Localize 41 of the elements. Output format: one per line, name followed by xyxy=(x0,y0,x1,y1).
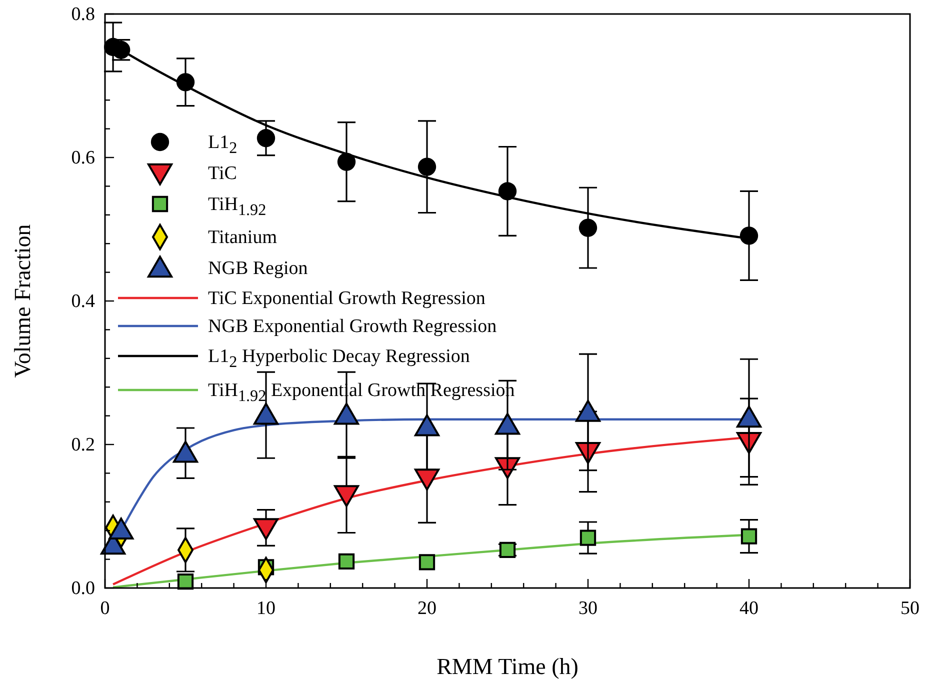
point xyxy=(580,530,596,546)
y-tick-label: 0.0 xyxy=(71,578,95,599)
x-tick-label: 50 xyxy=(900,598,920,619)
x-tick-label: 20 xyxy=(418,598,436,619)
legend-label: Titanium xyxy=(208,227,278,248)
y-tick-label: 0.4 xyxy=(71,291,96,312)
point xyxy=(337,152,356,171)
point xyxy=(177,573,194,590)
point xyxy=(172,440,198,463)
legend-label: TiC Exponential Growth Regression xyxy=(208,288,486,309)
point xyxy=(494,412,520,435)
legend-label: TiH$_{1.92}$ xyxy=(208,194,266,219)
x-tick-label: 10 xyxy=(256,598,276,619)
point xyxy=(498,182,517,200)
point xyxy=(578,218,598,237)
y-tick-label: 0.8 xyxy=(71,4,95,25)
point xyxy=(253,402,279,425)
legend-label: L1$_{2}$ Hyperbolic Decay Regression xyxy=(208,346,470,371)
point xyxy=(736,406,762,428)
point xyxy=(108,518,134,540)
legend-label: L1$_{2}$ xyxy=(208,132,238,157)
y-tick-label: 0.6 xyxy=(71,148,95,168)
point xyxy=(418,158,436,176)
x-tick-label: 30 xyxy=(578,598,598,619)
x-tick-label: 40 xyxy=(740,598,758,619)
point xyxy=(740,528,758,544)
y-axis-title: Volume Fraction xyxy=(10,224,35,378)
legend-label: NGB Region xyxy=(208,258,308,279)
x-axis-title: RMM Time (h) xyxy=(436,654,578,679)
point xyxy=(176,73,195,92)
point xyxy=(575,400,601,422)
y-tick-label: 0.2 xyxy=(71,434,95,456)
point xyxy=(338,553,355,570)
legend-label: NGB Exponential Growth Regression xyxy=(208,316,498,337)
point xyxy=(418,554,436,570)
point xyxy=(414,414,440,436)
x-tick-label: 0 xyxy=(100,598,110,619)
point xyxy=(740,226,758,245)
point xyxy=(256,129,276,148)
legend-label: TiC xyxy=(208,163,237,184)
point xyxy=(334,402,360,425)
